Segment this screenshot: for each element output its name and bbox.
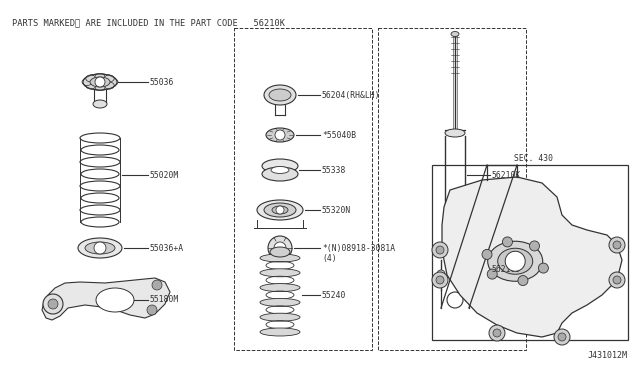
Polygon shape [42, 278, 170, 320]
Ellipse shape [488, 241, 543, 281]
Ellipse shape [104, 82, 114, 89]
Circle shape [436, 276, 444, 284]
Text: 55180M: 55180M [150, 295, 179, 305]
Text: 55020M: 55020M [150, 170, 179, 180]
Ellipse shape [260, 298, 300, 307]
Ellipse shape [257, 200, 303, 220]
Ellipse shape [78, 238, 122, 258]
Text: SEC. 430: SEC. 430 [514, 154, 553, 163]
Ellipse shape [86, 75, 96, 82]
Ellipse shape [498, 248, 532, 274]
Ellipse shape [108, 78, 118, 86]
Circle shape [502, 237, 513, 247]
Circle shape [95, 77, 105, 87]
Bar [432, 165, 628, 340]
Ellipse shape [264, 203, 296, 217]
Circle shape [48, 299, 58, 309]
Circle shape [609, 237, 625, 253]
Ellipse shape [260, 283, 300, 292]
Circle shape [432, 272, 448, 288]
Ellipse shape [445, 252, 465, 258]
Text: 55240: 55240 [322, 291, 346, 299]
Circle shape [275, 130, 285, 140]
Text: J431012M: J431012M [588, 351, 628, 360]
Circle shape [437, 270, 445, 278]
Circle shape [538, 263, 548, 273]
Circle shape [554, 329, 570, 345]
Circle shape [152, 280, 162, 290]
Text: 56210D: 56210D [492, 266, 521, 275]
Text: *(N)08918-3081A: *(N)08918-3081A [322, 244, 395, 253]
Bar [378, 28, 526, 350]
Circle shape [276, 206, 284, 214]
Text: PARTS MARKED⑥ ARE INCLUDED IN THE PART CODE   56210K: PARTS MARKED⑥ ARE INCLUDED IN THE PART C… [12, 18, 285, 27]
Circle shape [94, 242, 106, 254]
Ellipse shape [269, 89, 291, 101]
Ellipse shape [271, 167, 289, 173]
Ellipse shape [95, 83, 105, 90]
Circle shape [613, 276, 621, 284]
Text: 55338: 55338 [322, 166, 346, 174]
Circle shape [432, 242, 448, 258]
Circle shape [505, 251, 525, 271]
Circle shape [613, 241, 621, 249]
Circle shape [43, 294, 63, 314]
Circle shape [558, 333, 566, 341]
Circle shape [268, 236, 292, 260]
Polygon shape [442, 177, 622, 337]
Ellipse shape [262, 167, 298, 181]
Circle shape [482, 249, 492, 259]
Circle shape [487, 269, 497, 279]
Ellipse shape [95, 74, 105, 80]
Text: (4): (4) [322, 254, 337, 263]
Text: 55036: 55036 [150, 77, 174, 87]
Text: 56204(RH&LH): 56204(RH&LH) [322, 90, 381, 99]
Ellipse shape [270, 247, 290, 257]
Circle shape [447, 292, 463, 308]
Ellipse shape [272, 206, 288, 214]
Text: 55320N: 55320N [322, 205, 351, 215]
Ellipse shape [83, 74, 117, 90]
Ellipse shape [86, 82, 96, 89]
Ellipse shape [445, 129, 465, 137]
Circle shape [529, 241, 540, 251]
Text: 55036+A: 55036+A [150, 244, 184, 253]
Ellipse shape [266, 128, 294, 142]
Ellipse shape [104, 75, 114, 82]
Text: *55040B: *55040B [322, 131, 356, 140]
Ellipse shape [96, 288, 134, 312]
Circle shape [465, 270, 473, 278]
Circle shape [493, 329, 501, 337]
Ellipse shape [260, 313, 300, 321]
Ellipse shape [90, 77, 110, 87]
Ellipse shape [260, 254, 300, 262]
Circle shape [489, 325, 505, 341]
Circle shape [518, 276, 528, 286]
Bar [234, 28, 372, 350]
Ellipse shape [260, 269, 300, 277]
Ellipse shape [85, 242, 115, 254]
Text: 56210K: 56210K [492, 170, 521, 180]
Circle shape [147, 305, 157, 315]
Ellipse shape [260, 328, 300, 336]
Circle shape [436, 246, 444, 254]
Ellipse shape [262, 159, 298, 173]
Circle shape [274, 242, 286, 254]
Circle shape [609, 272, 625, 288]
Ellipse shape [451, 32, 459, 36]
Ellipse shape [93, 100, 107, 108]
Ellipse shape [264, 85, 296, 105]
Ellipse shape [82, 78, 92, 86]
